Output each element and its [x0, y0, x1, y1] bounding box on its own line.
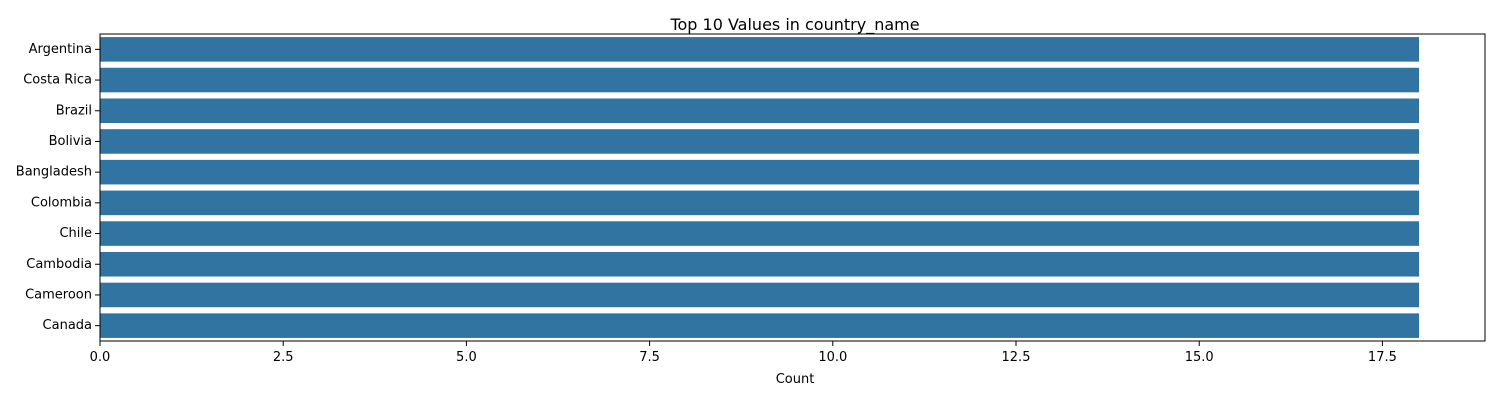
- bar-bangladesh: [100, 159, 1420, 185]
- y-tick-label: Cameroon: [25, 287, 92, 302]
- x-tick-label: 0.0: [90, 350, 111, 365]
- plot-frame: [99, 33, 1486, 342]
- x-tick-label: 2.5: [273, 350, 294, 365]
- x-tick-label: 17.5: [1368, 350, 1397, 365]
- y-tick-label: Canada: [43, 318, 92, 333]
- bar-chile: [100, 221, 1420, 246]
- bar-brazil: [100, 98, 1420, 124]
- bar-costa-rica: [100, 67, 1420, 93]
- bar-cameroon: [100, 282, 1420, 308]
- x-tick-label: 5.0: [456, 350, 477, 365]
- x-tick-label: 15.0: [1185, 350, 1214, 365]
- bars-group: [100, 37, 1420, 338]
- bar-bolivia: [100, 129, 1420, 154]
- y-tick-label: Bolivia: [49, 134, 92, 149]
- bar-cambodia: [100, 251, 1420, 277]
- y-tick-label: Cambodia: [26, 257, 92, 272]
- x-axis-label: Count: [776, 372, 815, 387]
- x-axis-ticks: 0.0 2.5 5.0 7.5 10.0 12.5 15.0 17.5: [90, 341, 1397, 365]
- bar-colombia: [100, 190, 1420, 216]
- y-tick-label: Bangladesh: [16, 165, 92, 180]
- y-tick-label: Costa Rica: [23, 73, 92, 88]
- x-tick-label: 10.0: [818, 350, 847, 365]
- y-tick-label: Brazil: [56, 103, 92, 118]
- y-tick-label: Colombia: [31, 195, 92, 210]
- y-tick-label: Chile: [59, 226, 92, 241]
- y-tick-label: Argentina: [29, 42, 92, 57]
- x-tick-label: 7.5: [639, 350, 660, 365]
- bar-canada: [100, 313, 1420, 338]
- bar-argentina: [100, 37, 1420, 62]
- chart-title: Top 10 Values in country_name: [669, 15, 919, 35]
- x-tick-label: 12.5: [1002, 350, 1031, 365]
- y-axis-ticks: Argentina Costa Rica Brazil Bolivia Banglade…: [16, 42, 100, 333]
